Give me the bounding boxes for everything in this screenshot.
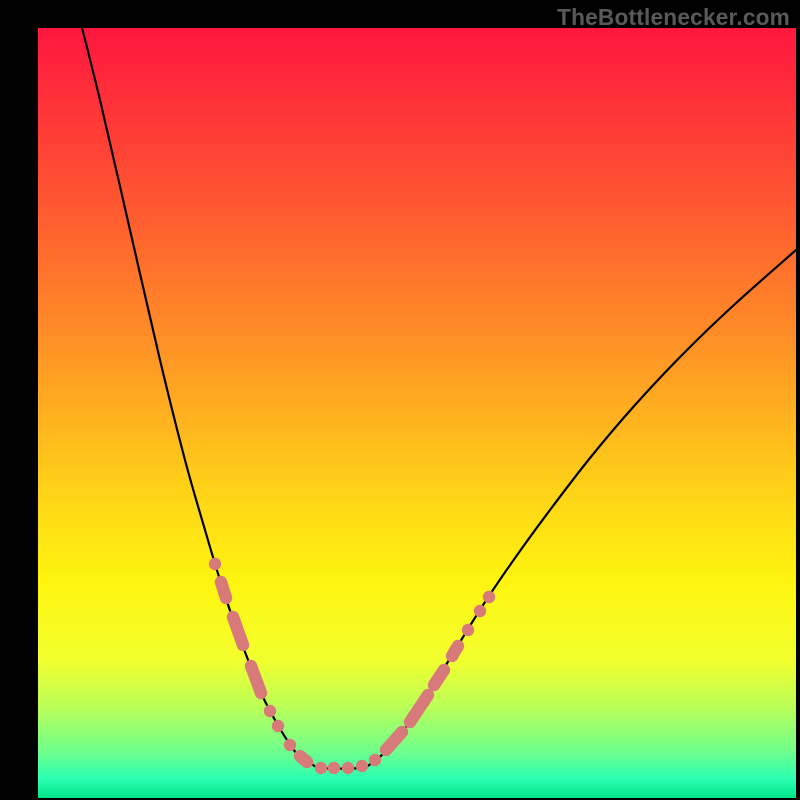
marker-dot <box>483 591 495 603</box>
marker-dot <box>369 754 381 766</box>
marker-capsule <box>300 756 307 762</box>
marker-capsule <box>251 666 261 693</box>
marker-dot <box>342 762 354 774</box>
marker-dot <box>264 705 276 717</box>
marker-capsule <box>386 732 402 750</box>
marker-group <box>209 558 495 774</box>
marker-capsule <box>410 695 428 722</box>
watermark-text: TheBottlenecker.com <box>557 4 790 31</box>
chart-container <box>38 28 796 798</box>
marker-dot <box>209 558 221 570</box>
marker-capsule <box>452 646 458 656</box>
marker-capsule <box>221 582 226 598</box>
marker-dot <box>462 624 474 636</box>
marker-capsule <box>233 617 243 645</box>
marker-dot <box>272 720 284 732</box>
marker-capsule <box>434 670 444 685</box>
marker-dot <box>328 762 340 774</box>
curve-overlay <box>38 28 796 798</box>
marker-dot <box>284 739 296 751</box>
marker-dot <box>356 760 368 772</box>
marker-dot <box>474 605 486 617</box>
marker-dot <box>315 762 327 774</box>
v-curve <box>75 0 796 769</box>
